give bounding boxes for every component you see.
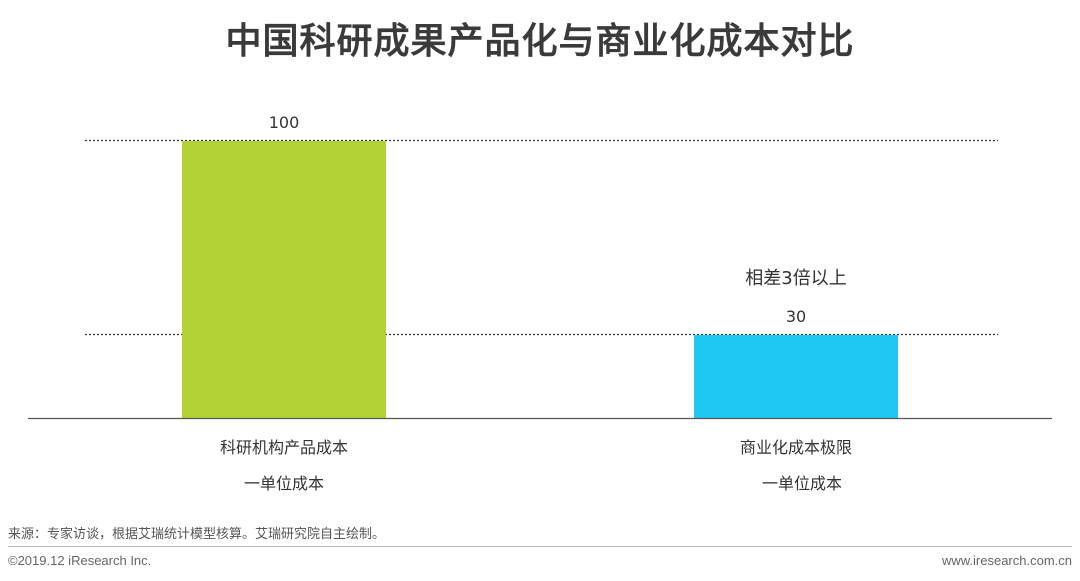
category-label-1: 科研机构产品成本 [220, 438, 348, 457]
bar-2 [694, 334, 898, 418]
source-note: 来源：专家访谈，根据艾瑞统计模型核算。艾瑞研究院自主绘制。 [8, 527, 386, 542]
website-link[interactable]: www.iresearch.com.cn [941, 553, 1072, 568]
chart-title: 中国科研成果产品化与商业化成本对比 [225, 21, 855, 62]
copyright-text: ©2019.12 iResearch Inc. [8, 553, 152, 568]
category-sublabel-2: 一单位成本 [762, 474, 842, 493]
footer-divider [8, 546, 1072, 547]
difference-annotation: 相差3倍以上 [745, 268, 846, 289]
data-label-1: 100 [269, 113, 300, 132]
bar-1 [182, 141, 386, 418]
category-label-2: 商业化成本极限 [740, 438, 852, 457]
data-label-2: 30 [786, 307, 806, 326]
category-sublabel-1: 一单位成本 [244, 474, 324, 493]
